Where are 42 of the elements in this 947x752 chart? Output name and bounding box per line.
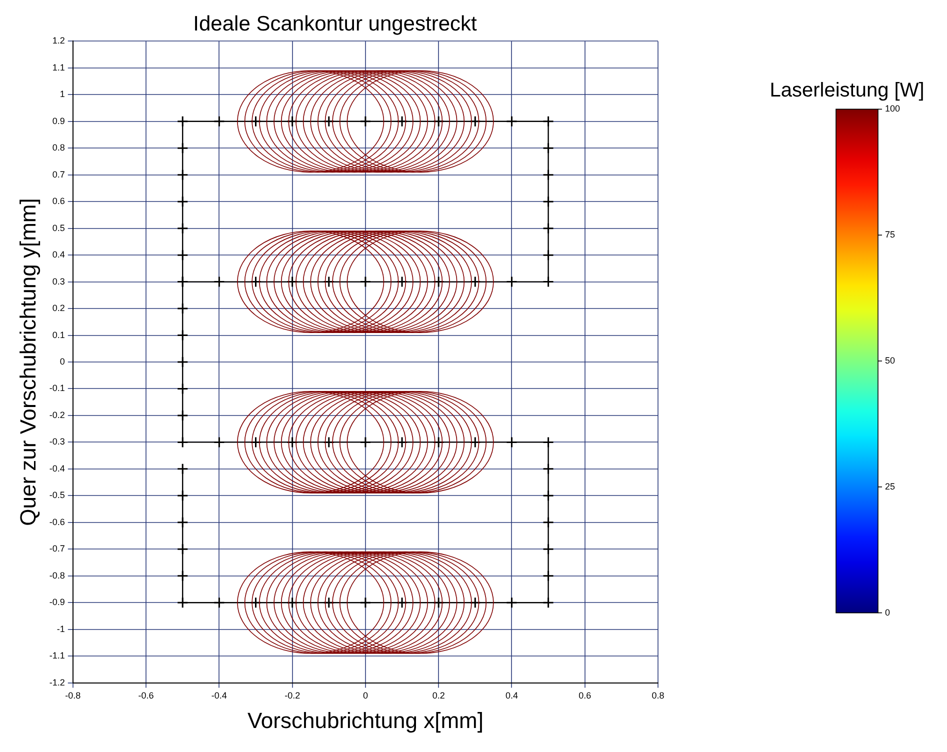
y-tick-label: 0.5 bbox=[52, 222, 65, 233]
y-tick-label: 0.7 bbox=[52, 169, 65, 180]
y-tick-label: 1.2 bbox=[52, 36, 65, 46]
y-tick-label: 1 bbox=[60, 89, 65, 100]
x-tick-label: 0.6 bbox=[578, 690, 592, 701]
y-tick-label: 0.4 bbox=[52, 250, 65, 260]
y-tick-label: -1.1 bbox=[49, 650, 65, 661]
y-tick-label: 0.9 bbox=[52, 116, 65, 126]
y-tick-label: -0.5 bbox=[49, 490, 65, 500]
x-tick-label: -0.4 bbox=[211, 690, 227, 701]
chart-title: Ideale Scankontur ungestreckt bbox=[193, 12, 477, 36]
x-tick-label: 0.8 bbox=[652, 690, 664, 701]
y-tick-label: -1.2 bbox=[49, 677, 65, 688]
y-axis-title: Quer zur Vorschubrichtung y[mm] bbox=[15, 198, 40, 526]
color-bar-label: 100 bbox=[885, 104, 900, 114]
color-bar-label: 75 bbox=[885, 230, 896, 240]
y-tick-label: -0.2 bbox=[49, 410, 65, 420]
y-tick-label: -0.3 bbox=[49, 436, 65, 447]
y-tick-label: 0.2 bbox=[52, 303, 65, 314]
y-tick-label: 0 bbox=[60, 356, 65, 366]
y-tick-label: 0.3 bbox=[52, 276, 65, 286]
x-tick-label: -0.6 bbox=[138, 690, 154, 701]
color-bar-label: 25 bbox=[885, 481, 896, 492]
y-tick-label: 0.8 bbox=[52, 142, 65, 153]
y-tick-label: -0.4 bbox=[49, 463, 65, 474]
y-tick-label: 0.1 bbox=[52, 330, 65, 340]
y-tick-label: -0.6 bbox=[49, 516, 65, 527]
x-axis-title: Vorschubrichtung x[mm] bbox=[247, 708, 484, 733]
x-tick-label: 0.2 bbox=[432, 690, 445, 701]
y-tick-label: -1 bbox=[56, 624, 65, 634]
x-tick-label: -0.2 bbox=[284, 690, 300, 701]
color-bar-label: 0 bbox=[885, 607, 890, 618]
x-tick-label: 0 bbox=[362, 690, 368, 701]
y-tick-label: -0.9 bbox=[49, 597, 65, 608]
y-tick-label: 0.6 bbox=[52, 196, 65, 206]
y-tick-label: -0.1 bbox=[49, 383, 65, 394]
color-bar-title: Laserleistung [W] bbox=[770, 80, 924, 102]
color-bar-label: 50 bbox=[885, 355, 896, 366]
y-tick-label: 1.1 bbox=[52, 62, 65, 72]
x-tick-label: 0.4 bbox=[505, 690, 518, 701]
y-tick-label: -0.7 bbox=[49, 544, 65, 554]
y-tick-label: -0.8 bbox=[49, 570, 65, 580]
